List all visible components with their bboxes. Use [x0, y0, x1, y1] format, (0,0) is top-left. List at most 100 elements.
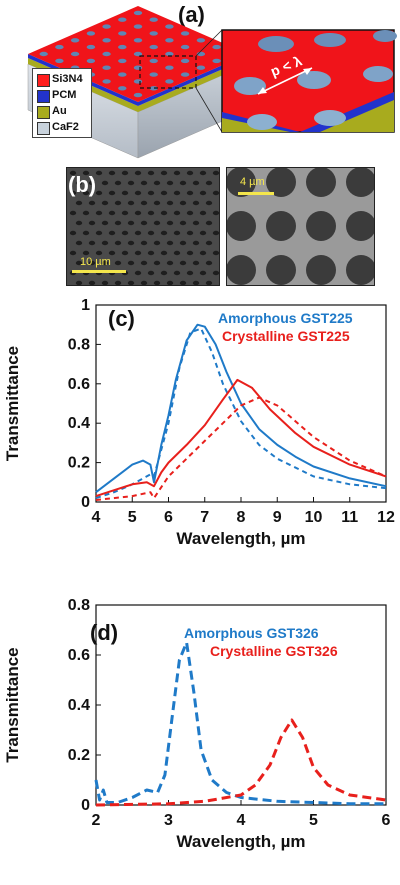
surface-hole [180, 72, 190, 77]
surface-hole [86, 31, 96, 36]
sem-hole [205, 260, 213, 266]
sem-hole [95, 250, 103, 256]
surface-hole [118, 17, 127, 22]
sem-hole [186, 250, 194, 256]
sem-hole [153, 280, 161, 285]
sem-hole [101, 220, 109, 226]
x-tick-label: 7 [200, 509, 209, 526]
sem-hole [127, 240, 135, 246]
surface-hole [165, 65, 174, 70]
sem-hole [212, 170, 219, 176]
period-arrow [257, 67, 313, 95]
surface-hole [102, 79, 111, 84]
sem-hole [134, 190, 142, 196]
surface-hole [165, 51, 174, 57]
sem-hole [227, 255, 256, 285]
sem-hole [121, 250, 129, 256]
sem-hole [192, 180, 200, 186]
legend-label: PCM [52, 89, 77, 101]
surface-hole [196, 38, 206, 43]
sem-hole [114, 240, 122, 246]
sem-hole [192, 200, 200, 206]
surface-hole [133, 51, 143, 57]
y-tick-label: 0.4 [68, 697, 90, 714]
legend-label: CaF2 [52, 121, 79, 133]
sem-hole [134, 230, 142, 236]
sem-hole [160, 210, 168, 216]
sem-hole [266, 255, 296, 285]
chart-c: 4 5 6 7 8 9 10 11 12 0 0.2 0.4 0.6 0.8 1 Wavelength, µm… [3, 297, 395, 548]
sem-image-zoom [226, 167, 375, 286]
series-line [95, 323, 387, 493]
x-tick-label: 5 [309, 812, 318, 829]
y-axis-label: Transmittance [3, 346, 22, 461]
series-line [95, 718, 387, 807]
surface-hole [118, 86, 127, 91]
sem-hole [199, 210, 207, 216]
sem-hole [179, 260, 187, 266]
sem-hole [186, 210, 194, 216]
surface-hole [165, 24, 174, 29]
sem-hole [121, 210, 129, 216]
sem-hole [179, 240, 187, 246]
surface-hole [133, 10, 143, 16]
sem-hole [121, 230, 129, 236]
inset-holes [234, 30, 397, 130]
series-line [95, 396, 387, 501]
sem-hole [160, 190, 168, 196]
sem-hole [153, 220, 161, 226]
sem-hole [199, 170, 207, 176]
sem-hole [82, 170, 90, 176]
sem-hole [199, 250, 207, 256]
y-tick-label: 0 [81, 494, 90, 511]
sem-hole [82, 190, 90, 196]
surface-hole [102, 24, 111, 29]
y-tick-label: 0.2 [68, 747, 90, 764]
sem-hole [127, 220, 135, 226]
surface-hole [118, 72, 127, 77]
legend-swatch [37, 106, 50, 119]
surface-hole [149, 17, 158, 22]
sem-hole [160, 170, 168, 176]
series-line [94, 641, 386, 806]
surface-hole [149, 58, 158, 64]
sem-hole [166, 180, 174, 186]
legend-swatch [37, 90, 50, 103]
surface-hole [86, 44, 96, 50]
surface-hole [165, 38, 174, 43]
sem-hole [82, 230, 90, 236]
sem-hole [212, 190, 219, 196]
sem-hole [205, 200, 213, 206]
surface-hole [133, 65, 143, 70]
surface-hole [118, 31, 127, 36]
sem-hole [101, 280, 109, 285]
sem-hole [346, 255, 374, 285]
sem-hole [101, 200, 109, 206]
sem-hole [101, 180, 109, 186]
surface-hole [133, 92, 143, 98]
panel-c-label: (c) [108, 306, 135, 331]
sem-hole [212, 210, 219, 216]
surface-hole [39, 51, 48, 57]
sem-hole [179, 200, 187, 206]
y-tick-label: 0.6 [68, 647, 90, 664]
sem-hole [212, 230, 219, 236]
surface-hole [180, 44, 190, 50]
sem-hole [166, 240, 174, 246]
sem-hole-pattern-wide [67, 168, 219, 285]
sem-hole [306, 211, 336, 241]
surface-hole [102, 65, 111, 70]
sem-hole [95, 210, 103, 216]
sem-hole [346, 211, 374, 241]
zoom-line-bottom [195, 87, 223, 133]
sem-hole [75, 180, 83, 186]
sem-hole [95, 190, 103, 196]
legend-crystalline-gst326: Crystalline GST326 [210, 643, 338, 659]
y-tick-label: 0.8 [68, 336, 90, 353]
sem-hole [114, 200, 122, 206]
sem-hole [173, 230, 181, 236]
sem-hole [95, 230, 103, 236]
sem-hole [199, 270, 207, 276]
metasurface-schematic [27, 6, 397, 159]
sem-hole [147, 230, 155, 236]
